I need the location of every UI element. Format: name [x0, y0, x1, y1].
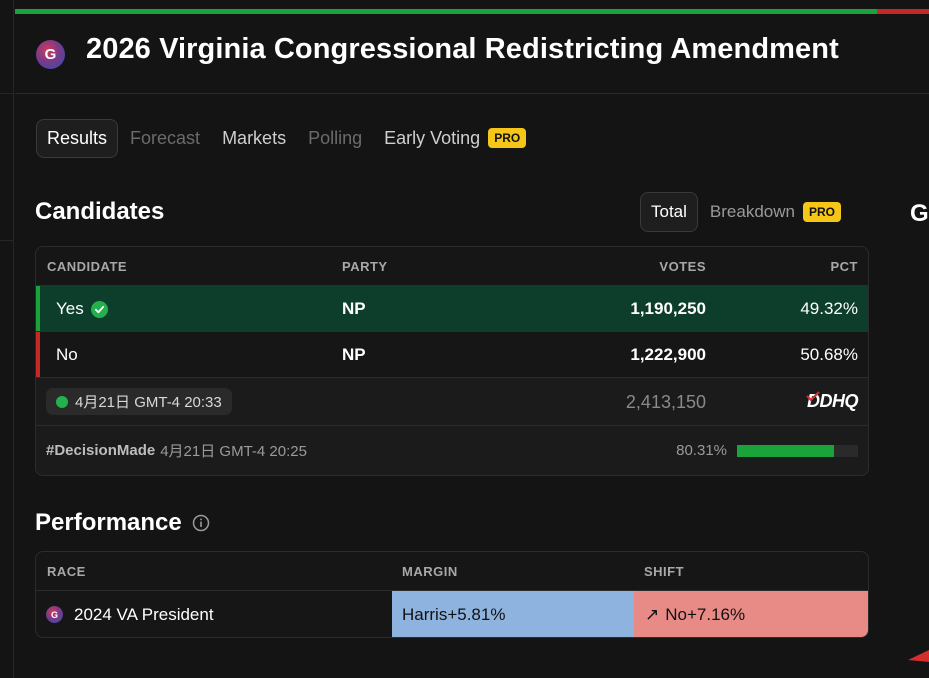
ddhq-logo[interactable]: DDHQ	[806, 390, 859, 412]
column-header-party[interactable]: PARTY	[342, 258, 388, 274]
tab-results-label: Results	[47, 127, 108, 148]
live-status-dot	[56, 395, 68, 408]
candidate-name: No	[56, 345, 78, 364]
race-logo-letter: G	[50, 609, 58, 620]
winner-check-icon	[90, 300, 108, 318]
yes-share-bar	[15, 9, 877, 14]
table-row[interactable]: Yes NP 1,190,250 49.32%	[36, 286, 868, 332]
pro-badge: PRO	[488, 128, 527, 148]
race-logo: G	[46, 606, 63, 623]
total-view-button[interactable]: Total	[640, 192, 698, 232]
total-view-label: Total	[651, 202, 687, 221]
table-row[interactable]: G 2024 VA President Harris+5.81% ↗ No+7.…	[36, 591, 868, 637]
tab-polling-label: Polling	[308, 127, 363, 148]
page-header: G 2026 Virginia Congressional Redistrict…	[15, 14, 929, 94]
tab-early-voting-label: Early Voting	[384, 127, 481, 148]
candidate-party: NP	[342, 345, 366, 364]
page-title: 2026 Virginia Congressional Redistrictin…	[86, 33, 839, 65]
candidate-name-text: Yes	[56, 299, 84, 318]
tab-bar: Results Forecast Markets Polling Early V…	[36, 118, 548, 158]
offscreen-panel-heading: G	[910, 200, 929, 227]
reporting-percent: 80.31%	[676, 442, 727, 459]
column-header-race: RACE	[47, 564, 86, 579]
results-summary: 4月21日 GMT-4 20:33 2,413,150 DDHQ	[36, 378, 868, 426]
shift-arrow-icon: ↗	[645, 604, 660, 624]
tab-results[interactable]: Results	[36, 118, 119, 158]
ddhq-logo-text: DDHQ	[807, 391, 859, 411]
decision-status: #DecisionMade 4月21日 GMT-4 20:25	[46, 426, 307, 475]
tab-early-voting[interactable]: Early Voting PRO	[384, 127, 527, 149]
candidates-table-header: CANDIDATE PARTY VOTES PCT	[36, 247, 868, 286]
brand-logo-letter: G	[44, 46, 57, 63]
candidate-party: NP	[342, 299, 366, 318]
pro-badge: PRO	[802, 202, 841, 222]
left-rail	[0, 0, 14, 678]
table-row[interactable]: No NP 1,222,900 50.68%	[36, 332, 868, 378]
view-toggle: Total Breakdown PRO	[640, 192, 841, 232]
race-name-text: 2024 VA President	[74, 604, 214, 624]
margin-cell: Harris+5.81%	[392, 591, 634, 637]
tab-markets-label: Markets	[222, 127, 287, 148]
total-votes: 2,413,150	[625, 391, 706, 412]
candidates-heading-text: Candidates	[35, 198, 165, 225]
candidates-table: CANDIDATE PARTY VOTES PCT Yes NP 1,190,2…	[35, 246, 869, 476]
reporting-progress-fill	[737, 445, 835, 457]
party-color-bar	[36, 332, 40, 377]
candidates-heading: Candidates	[35, 198, 164, 226]
left-rail-notch	[0, 93, 14, 241]
decision-time: 4月21日 GMT-4 20:25	[160, 443, 307, 460]
candidate-votes: 1,222,900	[630, 345, 706, 364]
last-updated-time: 4月21日 GMT-4 20:33	[75, 394, 222, 411]
tab-polling[interactable]: Polling	[308, 128, 362, 149]
info-icon[interactable]	[192, 514, 210, 532]
candidate-pct: 49.32%	[800, 299, 858, 318]
column-header-shift: SHIFT	[644, 564, 685, 579]
performance-heading: Performance	[35, 509, 210, 537]
party-color-bar	[36, 286, 40, 331]
column-header-pct[interactable]: PCT	[830, 258, 858, 274]
performance-heading-text: Performance	[35, 509, 182, 536]
performance-table-header: RACE MARGIN SHIFT	[36, 552, 868, 591]
breakdown-view-button[interactable]: Breakdown PRO	[710, 202, 841, 222]
candidate-votes: 1,190,250	[630, 299, 706, 318]
column-header-votes[interactable]: VOTES	[659, 258, 706, 274]
shift-value: No+7.16%	[665, 604, 746, 624]
ddhq-check-mark	[806, 390, 820, 402]
breakdown-view-label: Breakdown	[709, 202, 795, 221]
shift-cell: ↗ No+7.16%	[634, 591, 868, 637]
race-name[interactable]: G 2024 VA President	[46, 591, 214, 637]
column-header-margin: MARGIN	[402, 564, 458, 579]
tab-markets[interactable]: Markets	[222, 128, 286, 149]
result-progress-bar	[15, 9, 929, 14]
candidate-pct: 50.68%	[800, 345, 858, 364]
candidate-name: Yes	[56, 286, 108, 332]
brand-logo[interactable]: G	[36, 40, 65, 69]
tab-forecast[interactable]: Forecast	[130, 128, 200, 149]
map-fragment	[908, 650, 929, 662]
reporting-progress-bar	[737, 445, 858, 457]
tab-forecast-label: Forecast	[130, 127, 201, 148]
decision-footer: #DecisionMade 4月21日 GMT-4 20:25 80.31%	[36, 426, 868, 475]
performance-table: RACE MARGIN SHIFT G 2024 VA President Ha…	[35, 551, 869, 638]
decision-tag: #DecisionMade	[46, 442, 156, 459]
last-updated-badge: 4月21日 GMT-4 20:33	[46, 388, 232, 415]
column-header-candidate[interactable]: CANDIDATE	[47, 258, 128, 274]
no-share-bar	[877, 9, 929, 14]
